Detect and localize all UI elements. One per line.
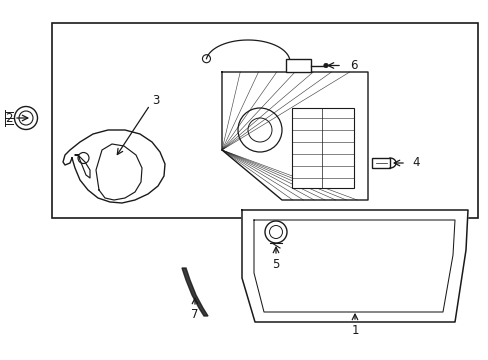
Circle shape bbox=[323, 63, 327, 68]
Polygon shape bbox=[222, 72, 367, 200]
Text: 5: 5 bbox=[272, 257, 279, 270]
Bar bbox=[371, 158, 389, 168]
Text: 7: 7 bbox=[191, 309, 198, 321]
Bar bbox=[52, 23, 477, 218]
Text: 4: 4 bbox=[411, 157, 419, 170]
Text: 1: 1 bbox=[350, 324, 358, 337]
Text: 2: 2 bbox=[5, 112, 13, 125]
Bar bbox=[291, 108, 353, 188]
Text: 3: 3 bbox=[152, 94, 160, 107]
Polygon shape bbox=[182, 268, 207, 316]
Bar bbox=[285, 59, 310, 72]
Text: 6: 6 bbox=[349, 59, 357, 72]
Polygon shape bbox=[242, 210, 467, 322]
